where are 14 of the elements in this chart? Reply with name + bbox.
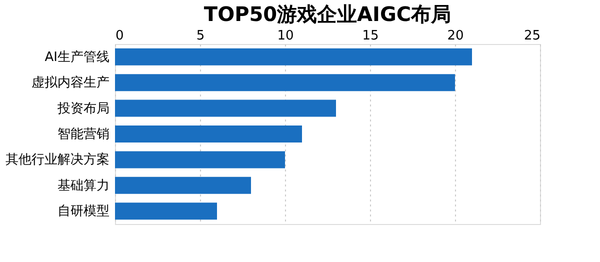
y-tick-label: 其他行业解决方案: [6, 152, 110, 168]
y-tick-label: 虚拟内容生产: [32, 74, 110, 91]
y-tick-label: 基础算力: [58, 178, 110, 194]
x-tick-label: 20: [447, 28, 464, 44]
chart-title: TOP50游戏企业AIGC布局: [204, 2, 452, 26]
x-tick-label: 25: [524, 28, 540, 44]
y-tick-label: 智能营销: [58, 127, 110, 142]
x-tick-label: 5: [196, 28, 205, 44]
x-tick-label: 10: [277, 28, 294, 44]
x-tick-label: 0: [116, 28, 124, 44]
x-tick-label: 15: [362, 28, 379, 44]
y-tick-label: 自研模型: [58, 204, 110, 220]
y-tick-label: AI生产管线: [44, 50, 110, 65]
y-tick-label: 投资布局: [56, 101, 110, 116]
